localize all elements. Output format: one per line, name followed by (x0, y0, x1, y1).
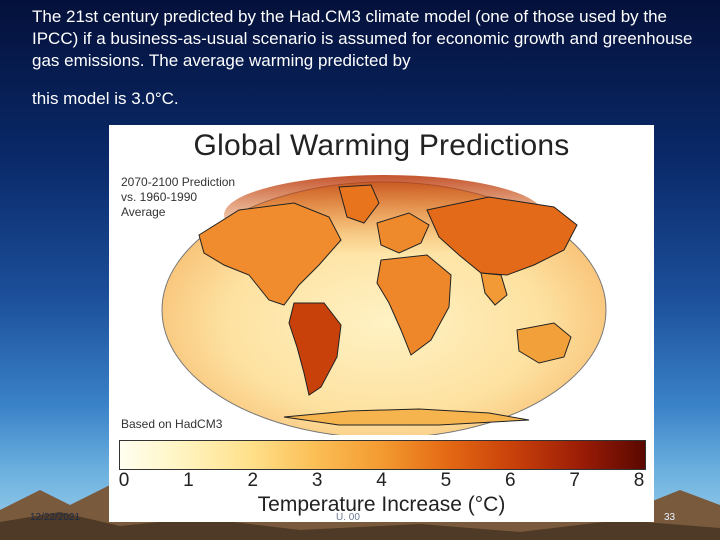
figure-model-basis: Based on HadCM3 (121, 417, 223, 431)
figure-note: 2070-2100 Prediction vs. 1960-1990 Avera… (121, 175, 235, 220)
colorbar-tick-label: 7 (569, 470, 580, 491)
mountain-background (0, 485, 720, 540)
colorbar-tick-label: 3 (311, 470, 323, 491)
slide-body-text: The 21st century predicted by the Had.CM… (32, 6, 712, 110)
colorbar-tick-label: 6 (504, 470, 516, 491)
temperature-colorbar (119, 440, 646, 470)
slide-paragraph-1: The 21st century predicted by the Had.CM… (32, 7, 693, 70)
colorbar-tick-label: 2 (247, 470, 259, 491)
colorbar-ticks: 0 1 2 3 4 5 6 7 8 (118, 470, 645, 494)
colorbar-tick-label: 0 (118, 470, 130, 491)
note-line: vs. 1960-1990 (121, 190, 198, 204)
slide-paragraph-2: this model is 3.0°C. (32, 89, 179, 108)
colorbar-tick-label: 4 (376, 470, 387, 491)
note-line: 2070-2100 Prediction (121, 175, 236, 189)
global-warming-figure: Global Warming Predictions 2070-2100 Pre… (109, 125, 654, 522)
figure-title: Global Warming Predictions (193, 129, 570, 162)
colorbar-label: Temperature Increase (°C) (257, 493, 506, 516)
colorbar-tick-label: 5 (440, 470, 452, 491)
footer-center-text: U. 00 (336, 512, 360, 523)
colorbar-tick-label: 8 (633, 470, 645, 491)
colorbar-tick-label: 1 (183, 470, 194, 491)
footer-date: 12/22/2021 (30, 512, 81, 523)
note-line: Average (121, 205, 166, 219)
world-temperature-map (161, 175, 607, 435)
slide-number: 33 (664, 512, 676, 523)
